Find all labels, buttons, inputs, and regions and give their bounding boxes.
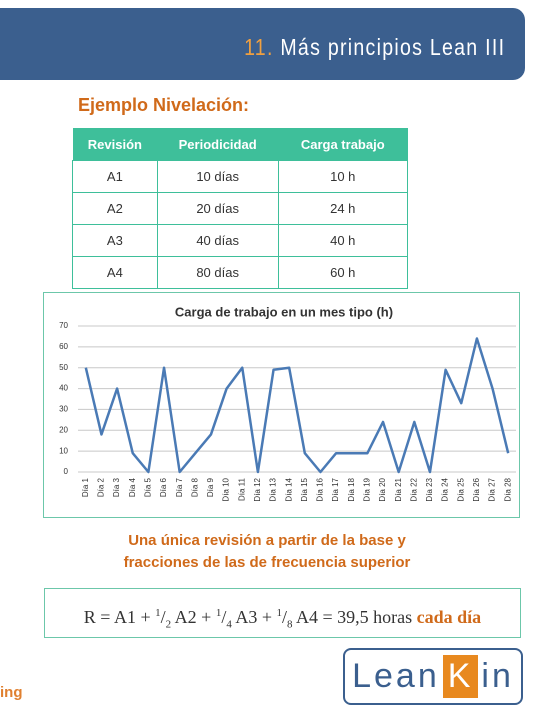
x-tick-label: Día 12 [253, 477, 262, 501]
chart-frame: Carga de trabajo en un mes tipo (h) 0 10 2… [43, 292, 520, 518]
logo-text: Lean [352, 657, 440, 695]
column-header: Carga trabajo [278, 128, 408, 161]
x-tick-label: Día 19 [363, 477, 372, 501]
x-tick-label: Día 22 [409, 477, 418, 501]
cell: 20 días [156, 192, 279, 225]
header-number: 11. [243, 34, 274, 60]
x-tick-label: Día 15 [300, 477, 309, 501]
y-tick-label: 10 [59, 446, 68, 455]
column-header: Periodicidad [157, 128, 279, 161]
note: Una única revisión a partir de la base y [128, 532, 406, 549]
y-tick-label: 0 [64, 467, 69, 476]
chart-title: Carga de trabajo en un mes tipo (h) [175, 304, 393, 319]
x-tick-label: Día 20 [378, 477, 387, 501]
cell: 60 h [277, 256, 409, 289]
numerator: 1 [155, 607, 161, 619]
y-tick-label: 20 [59, 425, 68, 434]
numerator: 1 [276, 607, 283, 619]
header-text: Más principios Lean III [280, 34, 505, 60]
formula-text: A2 + [174, 607, 212, 627]
x-tick-label: Día 18 [347, 477, 356, 501]
x-tick-label: Día 14 [284, 477, 293, 501]
denominator: 2 [165, 618, 172, 631]
cell: A1 [72, 160, 158, 193]
x-tick-label: Día 1 [81, 477, 90, 497]
chart: Carga de trabajo en un mes tipo (h) 0 10 2… [59, 304, 516, 502]
y-tick-label: 50 [59, 363, 68, 372]
data-line [84, 337, 510, 474]
x-tick-label: Día 4 [128, 477, 137, 497]
x-tick-label: Día 13 [269, 477, 278, 501]
formula: R = A1 + 1/2 A2 + 1/4 A3 + 1/8 A4 = 39,5… [44, 588, 521, 638]
cell: A4 [72, 256, 158, 289]
cell: 40 h [277, 224, 409, 257]
header-title: 11. Más principios Lean III [244, 34, 505, 61]
formula-text: R = A1 + [83, 607, 151, 627]
x-tick-label: Día 9 [206, 477, 215, 497]
y-tick-label: 40 [59, 384, 68, 393]
x-tick-label: Día 7 [175, 477, 184, 497]
footer-text: ing [0, 684, 23, 701]
section-title: Ejemplo Nivelación: [78, 95, 250, 115]
logo-text: K [442, 655, 479, 698]
table: Revisión Periodicidad Carga trabajo A1 10 d… [72, 128, 409, 289]
x-tick-label: Día 10 [222, 477, 231, 501]
x-tick-label: Día 3 [112, 477, 121, 497]
x-tick-label: Día 6 [159, 477, 168, 497]
header: 11. Más principios Lean III [0, 8, 525, 80]
cell: 10 días [156, 160, 279, 193]
formula-highlight: cada día [416, 607, 482, 627]
x-tick-label: Día 24 [441, 477, 450, 501]
cell: 80 días [156, 256, 279, 289]
y-tick-label: 30 [59, 405, 68, 414]
x-tick-label: Día 17 [331, 477, 340, 501]
cell: A3 [72, 224, 158, 257]
cell: 40 días [156, 224, 279, 257]
numerator: 1 [215, 607, 222, 619]
denominator: 4 [226, 618, 232, 631]
x-tick-label: Día 2 [97, 477, 106, 497]
x-tick-label: Día 16 [316, 477, 325, 501]
formula-text: A4 = 39,5 horas [296, 607, 413, 627]
column-header: Revisión [72, 128, 158, 161]
cell: 10 h [277, 160, 409, 193]
note: fracciones de las de frecuencia superior [123, 554, 411, 571]
x-tick-label: Día 27 [488, 477, 497, 501]
cell: 24 h [277, 192, 409, 225]
x-tick-label: Día 8 [190, 477, 199, 497]
x-tick-label: Día 11 [237, 477, 246, 501]
x-tick-label: Día 23 [425, 477, 434, 501]
formula-text: A3 + [235, 607, 272, 627]
x-tick-label: Día 26 [472, 477, 481, 501]
y-tick-label: 70 [59, 321, 68, 330]
y-tick-label: 60 [59, 342, 68, 351]
cell: A2 [72, 192, 158, 225]
x-tick-label: Día 25 [456, 477, 465, 501]
x-tick-label: Día 21 [394, 477, 403, 501]
denominator: 8 [287, 618, 293, 631]
x-tick-label: Día 5 [144, 477, 153, 497]
x-tick-label: Día 28 [503, 477, 512, 501]
logo-text: in [481, 657, 514, 695]
